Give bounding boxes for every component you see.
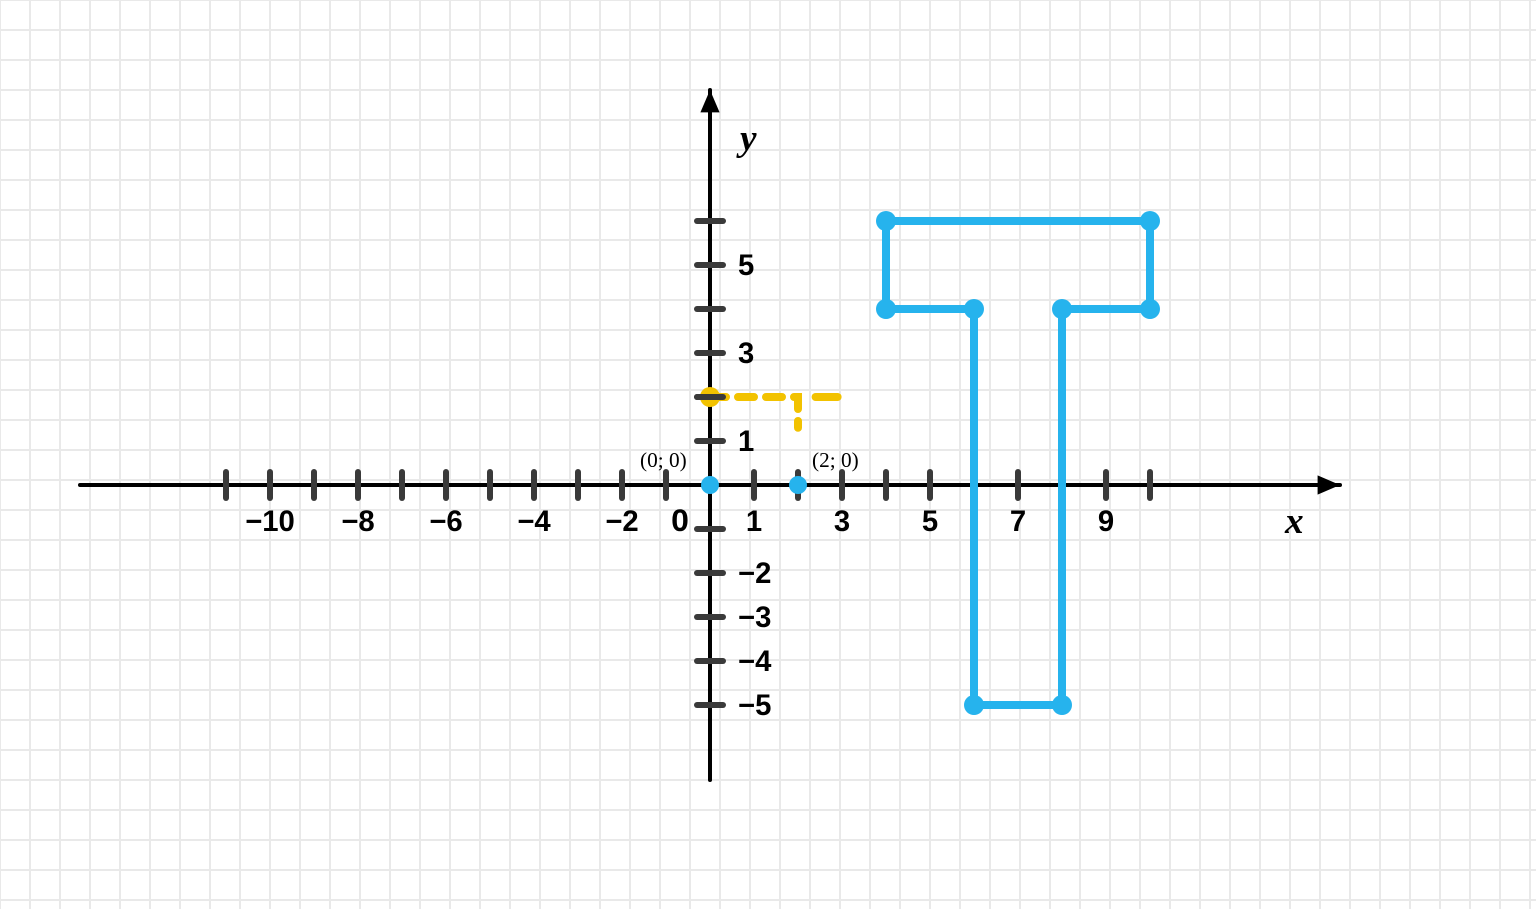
t-shape-vertex <box>964 299 984 319</box>
y-tick-label: −3 <box>738 602 771 634</box>
x-tick-label: 1 <box>746 506 762 538</box>
t-shape-vertex <box>1140 299 1160 319</box>
x-tick-label: 3 <box>834 506 850 538</box>
y-tick-label: 1 <box>738 426 754 458</box>
x-tick-label: −6 <box>429 506 462 538</box>
highlight-point <box>789 476 807 494</box>
t-shape-vertex <box>1052 695 1072 715</box>
coordinate-plane-figure: (0; 0) (2; 0) −10 −8 −6 −4 −2 1 3 5 7 9 1 3 5 −2 −3 −4 −5 0… <box>0 0 1536 909</box>
y-axis-label: y <box>736 118 757 159</box>
y-tick-label: −5 <box>738 690 771 722</box>
highlight-point <box>701 476 719 494</box>
origin-label: 0 <box>671 502 689 538</box>
x-tick-label: 5 <box>922 506 938 538</box>
x-tick-label: −10 <box>245 506 295 538</box>
y-tick-label: −4 <box>738 646 772 678</box>
t-shape-vertex <box>876 299 896 319</box>
y-tick-label: 3 <box>738 338 754 370</box>
x-tick-label: 7 <box>1010 506 1026 538</box>
y-tick-label: −2 <box>738 558 771 590</box>
t-shape <box>876 211 1160 715</box>
t-shape-vertex <box>964 695 984 715</box>
point-label: (0; 0) <box>640 448 687 472</box>
t-shape-vertex <box>1140 211 1160 231</box>
x-axis-label: x <box>1284 501 1304 542</box>
x-tick-label: −2 <box>605 506 638 538</box>
x-tick-label: −4 <box>517 506 551 538</box>
t-shape-vertex <box>876 211 896 231</box>
guide-dashed-line <box>697 387 838 428</box>
x-tick-label: 9 <box>1098 506 1114 538</box>
point-label: (2; 0) <box>812 448 859 472</box>
x-tick-label: −8 <box>341 506 374 538</box>
y-tick-label: 5 <box>738 250 754 282</box>
t-shape-vertex <box>1052 299 1072 319</box>
tick-marks <box>226 221 1150 705</box>
background-grid <box>0 0 1536 909</box>
